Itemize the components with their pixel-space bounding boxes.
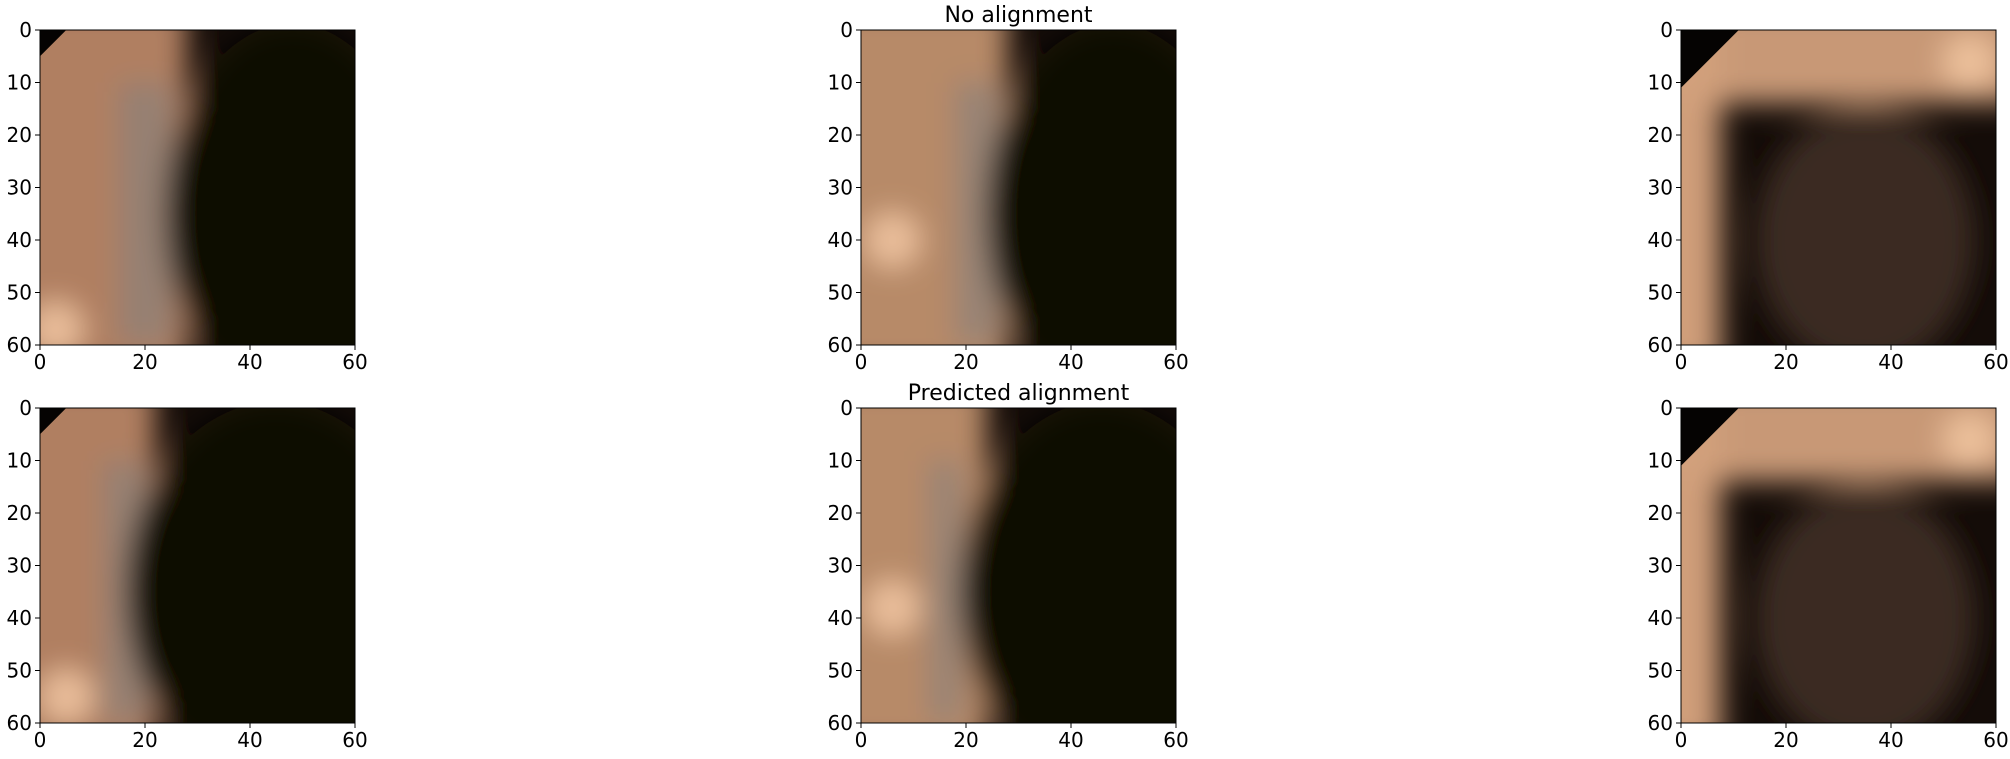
y-tick-label: 10 — [1648, 449, 1673, 473]
dark-corner — [1681, 408, 1739, 466]
x-tick-label: 20 — [132, 350, 157, 374]
y-tick-label: 0 — [19, 18, 32, 42]
y-tick-label: 0 — [1660, 18, 1673, 42]
x-tick-label: 60 — [1163, 728, 1188, 752]
y-tick-label: 50 — [828, 281, 853, 305]
image-content — [861, 30, 1176, 345]
y-tick-label: 40 — [7, 606, 32, 630]
y-tick-label: 10 — [1648, 71, 1673, 95]
y-tick-label: 10 — [7, 449, 32, 473]
y-tick-label: 50 — [1648, 281, 1673, 305]
y-tick-label: 40 — [828, 606, 853, 630]
y-tick-label: 60 — [1648, 333, 1673, 357]
y-tick-label: 20 — [1648, 123, 1673, 147]
y-tick-label: 20 — [7, 501, 32, 525]
y-tick-label: 0 — [1660, 396, 1673, 420]
x-tick-label: 60 — [1163, 350, 1188, 374]
x-tick-label: 0 — [1675, 350, 1688, 374]
x-tick-label: 60 — [1983, 350, 2008, 374]
x-tick-label: 40 — [1878, 350, 1903, 374]
y-tick-label: 50 — [7, 659, 32, 683]
y-tick-label: 40 — [828, 228, 853, 252]
image-content — [1681, 408, 1996, 723]
y-tick-label: 50 — [828, 659, 853, 683]
y-tick-label: 10 — [828, 449, 853, 473]
x-tick-label: 40 — [237, 728, 262, 752]
dark-corner — [40, 30, 67, 57]
y-tick-label: 40 — [1648, 606, 1673, 630]
y-tick-label: 40 — [7, 228, 32, 252]
y-tick-label: 30 — [7, 176, 32, 200]
x-tick-label: 40 — [1878, 728, 1903, 752]
y-tick-label: 50 — [1648, 659, 1673, 683]
y-tick-label: 20 — [828, 123, 853, 147]
x-tick-label: 0 — [855, 728, 868, 752]
x-tick-label: 0 — [34, 728, 47, 752]
x-tick-label: 40 — [237, 350, 262, 374]
y-tick-label: 10 — [7, 71, 32, 95]
y-tick-label: 10 — [828, 71, 853, 95]
y-tick-label: 0 — [840, 396, 853, 420]
y-tick-label: 60 — [7, 333, 32, 357]
x-tick-label: 20 — [953, 350, 978, 374]
subplot-title: No alignment — [944, 3, 1092, 28]
y-tick-label: 20 — [1648, 501, 1673, 525]
y-tick-label: 40 — [1648, 228, 1673, 252]
x-tick-label: 20 — [132, 728, 157, 752]
image-content — [861, 408, 1176, 723]
y-tick-label: 30 — [828, 554, 853, 578]
y-tick-label: 30 — [1648, 176, 1673, 200]
x-tick-label: 20 — [1773, 728, 1798, 752]
dark-corner — [1681, 30, 1739, 88]
x-tick-label: 60 — [342, 728, 367, 752]
x-tick-label: 40 — [1058, 728, 1083, 752]
image-content — [40, 408, 355, 723]
x-tick-label: 60 — [1983, 728, 2008, 752]
y-tick-label: 20 — [828, 501, 853, 525]
x-tick-label: 0 — [855, 350, 868, 374]
y-tick-label: 60 — [1648, 711, 1673, 735]
image-content — [40, 30, 355, 345]
y-tick-label: 60 — [828, 333, 853, 357]
subplot-title: Predicted alignment — [908, 381, 1130, 406]
y-tick-label: 60 — [828, 711, 853, 735]
y-tick-label: 30 — [7, 554, 32, 578]
y-tick-label: 0 — [19, 396, 32, 420]
x-tick-label: 20 — [953, 728, 978, 752]
dark-corner — [40, 408, 67, 435]
x-tick-label: 40 — [1058, 350, 1083, 374]
y-tick-label: 20 — [7, 123, 32, 147]
y-tick-label: 60 — [7, 711, 32, 735]
y-tick-label: 50 — [7, 281, 32, 305]
y-tick-label: 0 — [840, 18, 853, 42]
x-tick-label: 0 — [1675, 728, 1688, 752]
image-content — [1681, 30, 1996, 345]
x-tick-label: 60 — [342, 350, 367, 374]
y-tick-label: 30 — [1648, 554, 1673, 578]
x-tick-label: 0 — [34, 350, 47, 374]
x-tick-label: 20 — [1773, 350, 1798, 374]
y-tick-label: 30 — [828, 176, 853, 200]
